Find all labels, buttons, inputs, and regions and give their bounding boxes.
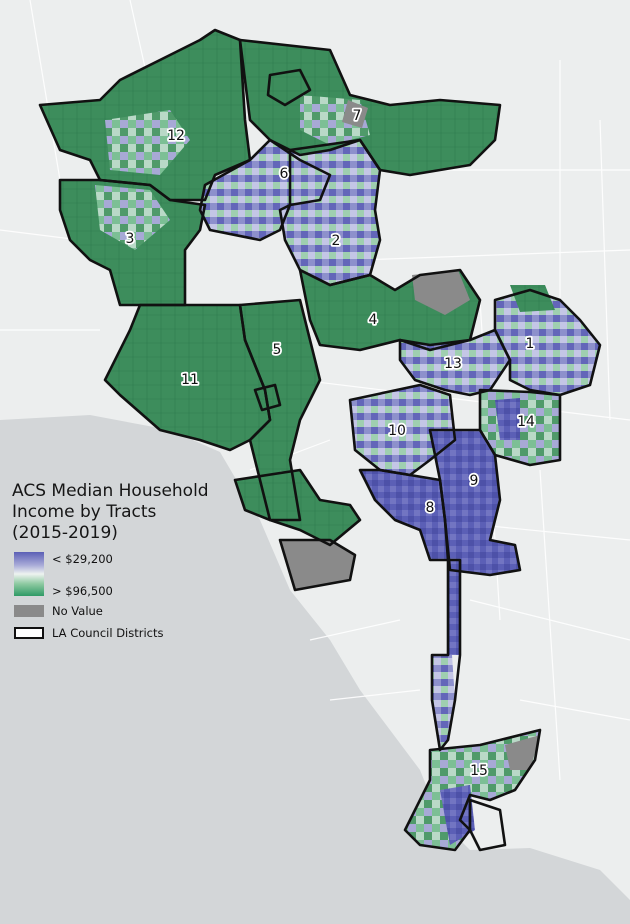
legend-title-line-2: Income by Tracts (12, 502, 157, 522)
map-legend: ACS Median Household Income by Tracts (2… (12, 481, 222, 646)
district-label-1: 1 (526, 336, 535, 352)
district-label-13: 13 (444, 356, 462, 372)
legend-title-line-3: (2015-2019) (12, 523, 118, 543)
district-label-15: 15 (470, 763, 488, 779)
district-label-11: 11 (181, 372, 199, 388)
district-label-6: 6 (280, 166, 289, 182)
legend-no-value: No Value (12, 602, 222, 624)
legend-income-ramp: < $29,200 > $96,500 (12, 552, 222, 602)
legend-low-label: < $29,200 (52, 552, 113, 566)
council-district-boundaries (38, 28, 602, 852)
district-label-5: 5 (273, 342, 282, 358)
district-label-2: 2 (332, 233, 341, 249)
district-labels: 12 7 6 3 2 4 1 5 13 11 14 10 9 8 15 (124, 106, 537, 781)
district-outline-swatch (14, 627, 44, 639)
district-label-14: 14 (517, 414, 535, 430)
district-label-10: 10 (388, 423, 406, 439)
ocean (0, 415, 630, 924)
district-label-4: 4 (369, 312, 378, 328)
district-label-9: 9 (470, 473, 479, 489)
legend-no-value-label: No Value (52, 604, 103, 618)
district-label-3: 3 (126, 231, 135, 247)
legend-high-label: > $96,500 (52, 584, 113, 598)
income-color-ramp (14, 552, 44, 596)
district-label-7: 7 (353, 108, 362, 124)
district-label-12: 12 (167, 128, 185, 144)
no-value-swatch (14, 605, 44, 617)
district-label-8: 8 (426, 500, 435, 516)
legend-title-line-1: ACS Median Household (12, 481, 209, 501)
legend-council-districts: LA Council Districts (12, 624, 222, 646)
legend-districts-label: LA Council Districts (52, 626, 164, 640)
district-fills (40, 30, 600, 850)
